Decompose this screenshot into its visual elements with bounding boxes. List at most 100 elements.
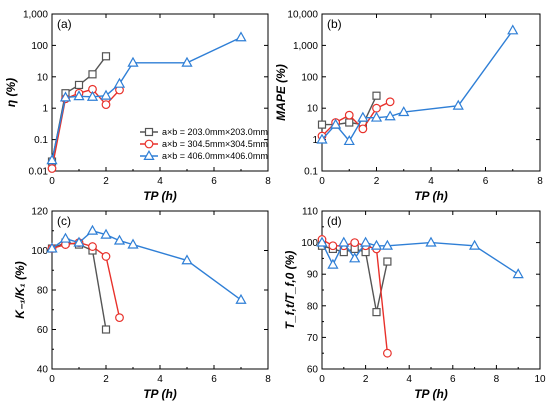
panel-d-series-3-line <box>321 241 519 275</box>
panel-c-y-tick-label: 40 <box>37 365 49 376</box>
panel-a-series-1-line <box>51 55 107 162</box>
panel-a-y-tick-label: 10 <box>37 72 49 83</box>
panel-a-series-2-point <box>101 100 111 110</box>
panel-b-x-axis-title: TP (h) <box>414 189 448 203</box>
panel-d-y-tick-label: 100 <box>301 238 318 249</box>
panel-b-series-2-point <box>372 103 381 113</box>
panel-d-y-axis-title: T_f,t/T_f,0 (%) <box>283 251 297 330</box>
panel-c-series-3-point <box>46 242 58 253</box>
panel-c-x-tick-label: 4 <box>157 374 163 385</box>
panel-a-legend-label: a×b = 406.0mm×406.0mm <box>162 151 268 161</box>
panel-d-series-1-point <box>383 257 392 266</box>
panel-c-y-tick-label: 120 <box>31 207 48 218</box>
panel-c-x-tick-label: 6 <box>211 374 217 385</box>
panel-c-series-1-point <box>101 325 111 334</box>
panel-c-series-3-point <box>73 236 85 247</box>
panel-a-x-axis-title: TP (h) <box>143 189 177 203</box>
panel-a-series-3-point <box>113 77 126 88</box>
panel-b-series-2-point <box>344 110 354 120</box>
panel-b-series-3-point <box>330 118 342 129</box>
panel-d-series-3-point <box>338 236 350 247</box>
panel-d-series-1-point <box>372 308 381 317</box>
panel-d-series-3-point <box>381 239 394 250</box>
panel-a: 0 2 4 6 8 0.01 0.1 1 10 100 1,000 (a) TP (h) η (%) a×b… <box>4 10 271 204</box>
panel-d-x-tick-label: 0 <box>319 374 325 385</box>
panel-c-series-2-point <box>115 313 124 323</box>
panel-b-x-tick-label: 6 <box>483 176 489 187</box>
panel-a-legend-marker <box>144 127 154 137</box>
panel-b-x-tick-label: 0 <box>319 176 325 187</box>
panel-d-series-3-point <box>468 239 481 250</box>
panel-a-x-tick-label: 8 <box>265 176 271 187</box>
panel-b-series-3-point <box>507 24 519 35</box>
panel-b-y-axis-title: MAPE (%) <box>274 64 288 121</box>
panel-a-series-1-point <box>88 70 97 79</box>
panel-c-series-3-point <box>59 232 72 243</box>
panel-a-legend-marker <box>143 149 155 160</box>
panel-b-x-tick-label: 4 <box>428 176 434 187</box>
panel-a-series-3-point <box>73 90 85 101</box>
panel-b-y-tick-label: 10 <box>307 104 319 115</box>
panel-a-y-tick-label: 1,000 <box>23 10 48 21</box>
panel-c-series-3-point <box>100 228 112 239</box>
panel-d-frame <box>321 210 541 370</box>
panel-b-x-tick-label: 2 <box>374 176 380 187</box>
panel-a-legend-label: a×b = 203.0mm×203.0mm <box>162 127 268 137</box>
panel-b-series-3-point <box>357 111 369 122</box>
panel-d-letter: (d) <box>327 214 342 228</box>
panel-c-series-3-point <box>127 238 139 249</box>
panel-b-x-tick-label: 8 <box>537 176 543 187</box>
panel-a-series-1-point <box>101 52 111 61</box>
panel-a-letter: (a) <box>57 17 72 31</box>
panel-d-series-3-point <box>512 268 524 279</box>
panel-c-y-tick-label: 100 <box>31 246 48 257</box>
panel-b-series-1-point <box>345 118 354 127</box>
panel-b-y-tick-label: 0.1 <box>304 167 318 178</box>
panel-a-y-axis-title: η (%) <box>4 78 18 107</box>
panel-c-y-tick-label: 60 <box>37 325 49 336</box>
panel-d-x-tick-label: 2 <box>363 374 369 385</box>
panel-b-y-tick-label: 100 <box>301 72 318 83</box>
panel-a-legend-label: a×b = 304.5mm×304.5mm <box>162 139 268 149</box>
panel-d-series-2-point <box>350 238 360 248</box>
panel-b-series-1-point <box>372 91 381 100</box>
panel-d-series-3-point <box>370 239 383 250</box>
panel-a-series-3-point <box>127 56 139 67</box>
panel-c-series-3-point <box>181 254 193 265</box>
panel-b: 0 2 4 6 8 0.1 1 10 100 1,000 10,000 (b) TP (h) MAPE (… <box>274 10 543 204</box>
panel-d-x-tick-label: 10 <box>534 374 546 385</box>
panel-d-y-tick-label: 70 <box>307 333 319 344</box>
panel-a-series-3-point <box>86 90 99 101</box>
panel-a-y-tick-label: 1 <box>42 104 48 115</box>
panel-d-x-tick-label: 4 <box>406 374 412 385</box>
panel-d-series-3-point <box>316 236 328 247</box>
panel-a-legend-marker <box>144 139 154 149</box>
panel-a-series-3-point <box>181 56 193 67</box>
panel-d-series-2-point <box>383 348 392 358</box>
panel-a-series-3-point <box>100 89 112 100</box>
panel-c-letter: (c) <box>57 214 71 228</box>
panel-d-y-tick-label: 60 <box>307 365 319 376</box>
panel-c-y-axis-title: K₋₁/K₁ (%) <box>13 261 27 318</box>
panel-d: 0 2 4 6 8 10 60 70 80 90 100 110 (d) TP (h) T_f,t/T_f,… <box>283 207 546 402</box>
panel-d-series-3-point <box>327 258 339 269</box>
panel-a-x-tick-label: 4 <box>157 176 163 187</box>
panel-a-y-tick-label: 0.1 <box>34 135 48 146</box>
panel-c-series-2-point <box>101 252 111 261</box>
panel-a-series-2-point <box>47 164 57 173</box>
panel-d-x-tick-label: 8 <box>494 374 500 385</box>
panel-b-letter: (b) <box>327 17 342 31</box>
panel-d-x-tick-label: 6 <box>450 374 456 385</box>
panel-c-x-tick-label: 2 <box>103 374 109 385</box>
panel-b-series-2-point <box>385 97 395 107</box>
panel-b-series-3-point <box>398 106 410 117</box>
panel-d-series-3-point <box>425 236 437 247</box>
panel-c-frame <box>51 210 269 370</box>
panel-d-y-tick-label: 110 <box>302 207 318 218</box>
panel-a-y-tick-label: 100 <box>31 41 48 52</box>
panel-b-series-3-point <box>384 110 396 121</box>
panel-a-series-3-point <box>59 91 72 102</box>
panel-d-series-2-point <box>328 241 338 251</box>
panel-a-x-tick-label: 0 <box>49 176 55 187</box>
panel-d-y-tick-label: 90 <box>307 270 319 281</box>
